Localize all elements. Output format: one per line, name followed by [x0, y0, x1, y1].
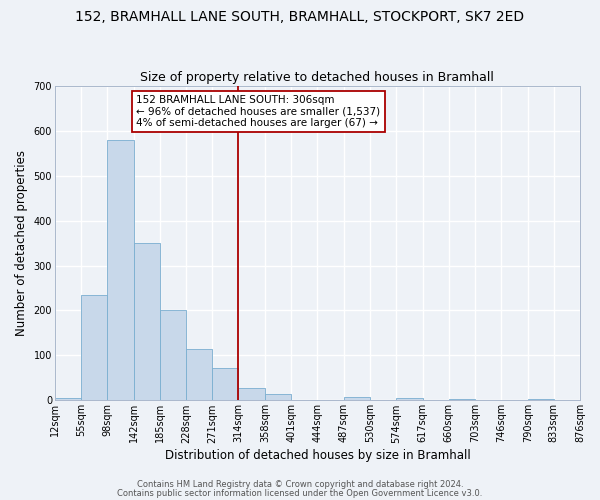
- Bar: [212, 368, 238, 400]
- X-axis label: Distribution of detached houses by size in Bramhall: Distribution of detached houses by size …: [164, 450, 470, 462]
- Bar: [528, 398, 554, 400]
- Bar: [81, 294, 107, 401]
- Bar: [134, 243, 160, 400]
- Bar: [265, 394, 291, 400]
- Bar: [107, 140, 134, 400]
- Bar: [160, 310, 186, 400]
- Text: Contains public sector information licensed under the Open Government Licence v3: Contains public sector information licen…: [118, 488, 482, 498]
- Bar: [55, 398, 81, 400]
- Y-axis label: Number of detached properties: Number of detached properties: [15, 150, 28, 336]
- Text: Contains HM Land Registry data © Crown copyright and database right 2024.: Contains HM Land Registry data © Crown c…: [137, 480, 463, 489]
- Bar: [397, 398, 422, 400]
- Text: 152 BRAMHALL LANE SOUTH: 306sqm
← 96% of detached houses are smaller (1,537)
4% : 152 BRAMHALL LANE SOUTH: 306sqm ← 96% of…: [136, 95, 380, 128]
- Bar: [344, 397, 370, 400]
- Bar: [238, 388, 265, 400]
- Title: Size of property relative to detached houses in Bramhall: Size of property relative to detached ho…: [140, 72, 494, 85]
- Bar: [186, 348, 212, 401]
- Text: 152, BRAMHALL LANE SOUTH, BRAMHALL, STOCKPORT, SK7 2ED: 152, BRAMHALL LANE SOUTH, BRAMHALL, STOC…: [76, 10, 524, 24]
- Bar: [449, 399, 475, 400]
